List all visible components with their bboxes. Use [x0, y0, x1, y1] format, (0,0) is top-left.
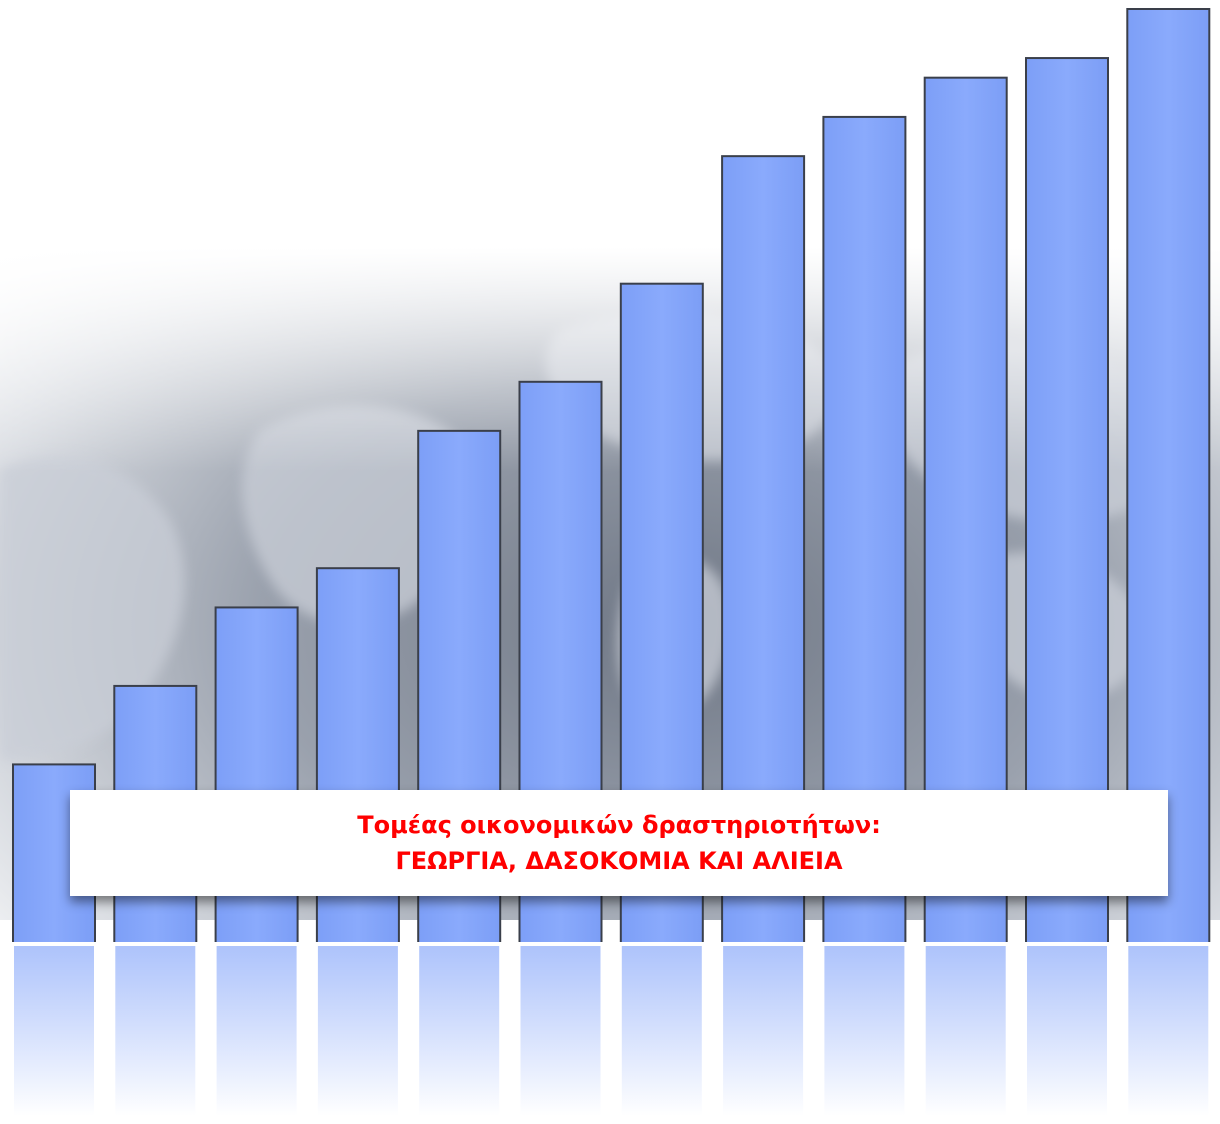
bar-reflection	[216, 946, 297, 1116]
bar-reflection	[419, 946, 500, 1116]
bar-reflection	[723, 946, 804, 1116]
bar-reflection	[824, 946, 905, 1116]
bar-reflection	[317, 946, 398, 1116]
bar	[1128, 10, 1209, 942]
bar-reflection	[1128, 946, 1209, 1116]
bar-reflection	[14, 946, 94, 1116]
bar-reflection	[925, 946, 1006, 1116]
bar-reflection	[115, 946, 196, 1116]
bar-reflection	[1027, 946, 1107, 1116]
caption-title: Τομέας οικονομικών δραστηριοτήτων:	[357, 811, 881, 839]
caption-subtitle: ΓΕΩΡΓΙΑ, ΔΑΣΟΚΟΜΙΑ ΚΑΙ ΑΛΙΕΙΑ	[395, 847, 843, 875]
caption-box: Τομέας οικονομικών δραστηριοτήτων: ΓΕΩΡΓ…	[70, 790, 1168, 896]
bar-reflection	[621, 946, 702, 1116]
bar-reflection-group	[14, 946, 1209, 1116]
bar-reflection	[520, 946, 601, 1116]
